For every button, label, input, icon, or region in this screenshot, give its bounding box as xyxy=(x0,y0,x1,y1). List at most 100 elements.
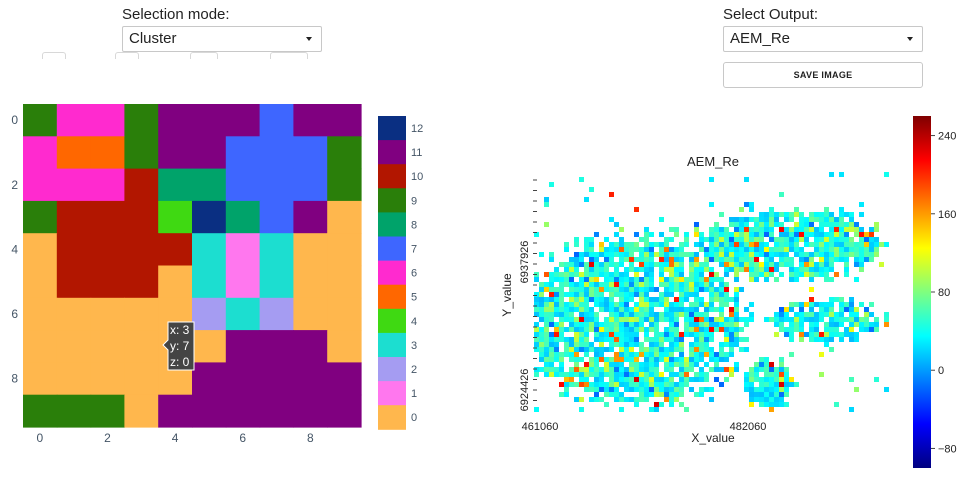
aem-cell[interactable] xyxy=(609,382,614,387)
aem-cell[interactable] xyxy=(594,257,599,262)
aem-cell[interactable] xyxy=(609,302,614,307)
aem-cell[interactable] xyxy=(574,327,579,332)
aem-cell[interactable] xyxy=(724,327,729,332)
aem-cell[interactable] xyxy=(634,267,639,272)
aem-cell[interactable] xyxy=(734,302,739,307)
aem-cell[interactable] xyxy=(634,282,639,287)
aem-cell[interactable] xyxy=(819,237,824,242)
aem-cell[interactable] xyxy=(554,287,559,292)
aem-cell[interactable] xyxy=(849,317,854,322)
aem-cell[interactable] xyxy=(719,347,724,352)
aem-cell[interactable] xyxy=(534,372,539,377)
aem-cell[interactable] xyxy=(644,302,649,307)
aem-cell[interactable] xyxy=(559,272,564,277)
aem-cell[interactable] xyxy=(729,317,734,322)
aem-cell[interactable] xyxy=(539,292,544,297)
aem-cell[interactable] xyxy=(739,222,744,227)
aem-cell[interactable] xyxy=(609,282,614,287)
aem-cell[interactable] xyxy=(884,312,889,317)
aem-cell[interactable] xyxy=(579,407,584,412)
heatmap-cell[interactable] xyxy=(90,362,125,396)
aem-cell[interactable] xyxy=(594,262,599,267)
aem-cell[interactable] xyxy=(644,227,649,232)
aem-cell[interactable] xyxy=(789,232,794,237)
aem-cell[interactable] xyxy=(679,272,684,277)
aem-cell[interactable] xyxy=(709,322,714,327)
aem-cell[interactable] xyxy=(644,282,649,287)
aem-cell[interactable] xyxy=(599,337,604,342)
aem-cell[interactable] xyxy=(669,342,674,347)
aem-cell[interactable] xyxy=(694,272,699,277)
aem-cell[interactable] xyxy=(659,277,664,282)
aem-cell[interactable] xyxy=(784,262,789,267)
aem-cell[interactable] xyxy=(644,312,649,317)
aem-cell[interactable] xyxy=(624,277,629,282)
aem-cell[interactable] xyxy=(634,302,639,307)
aem-cell[interactable] xyxy=(544,297,549,302)
aem-cell[interactable] xyxy=(779,387,784,392)
aem-cell[interactable] xyxy=(624,257,629,262)
aem-cell[interactable] xyxy=(659,247,664,252)
aem-cell[interactable] xyxy=(649,287,654,292)
aem-cell[interactable] xyxy=(569,292,574,297)
aem-cell[interactable] xyxy=(559,262,564,267)
aem-cell[interactable] xyxy=(749,207,754,212)
aem-cell[interactable] xyxy=(589,372,594,377)
aem-cell[interactable] xyxy=(844,247,849,252)
aem-cell[interactable] xyxy=(789,377,794,382)
aem-cell[interactable] xyxy=(664,247,669,252)
aem-cell[interactable] xyxy=(584,337,589,342)
aem-cell[interactable] xyxy=(684,232,689,237)
aem-cell[interactable] xyxy=(724,297,729,302)
aem-cell[interactable] xyxy=(544,307,549,312)
aem-cell[interactable] xyxy=(579,257,584,262)
aem-cell[interactable] xyxy=(689,277,694,282)
aem-cell[interactable] xyxy=(724,367,729,372)
aem-cell[interactable] xyxy=(674,397,679,402)
aem-cell[interactable] xyxy=(729,322,734,327)
aem-cell[interactable] xyxy=(774,277,779,282)
aem-cell[interactable] xyxy=(614,382,619,387)
aem-cell[interactable] xyxy=(874,222,879,227)
aem-cell[interactable] xyxy=(609,307,614,312)
aem-cell[interactable] xyxy=(699,367,704,372)
aem-cell[interactable] xyxy=(779,237,784,242)
aem-cell[interactable] xyxy=(629,337,634,342)
aem-cell[interactable] xyxy=(599,387,604,392)
aem-cell[interactable] xyxy=(579,317,584,322)
aem-cell[interactable] xyxy=(549,367,554,372)
aem-cell[interactable] xyxy=(554,337,559,342)
aem-cell[interactable] xyxy=(624,397,629,402)
aem-cell[interactable] xyxy=(659,402,664,407)
aem-cell[interactable] xyxy=(599,332,604,337)
aem-cell[interactable] xyxy=(669,252,674,257)
aem-cell[interactable] xyxy=(809,272,814,277)
aem-cell[interactable] xyxy=(694,287,699,292)
aem-cell[interactable] xyxy=(719,227,724,232)
aem-cell[interactable] xyxy=(724,322,729,327)
aem-cell[interactable] xyxy=(824,307,829,312)
heatmap-cell[interactable] xyxy=(192,330,227,363)
aem-cell[interactable] xyxy=(834,297,839,302)
aem-cell[interactable] xyxy=(674,267,679,272)
heatmap-cell[interactable] xyxy=(124,297,159,331)
aem-cell[interactable] xyxy=(659,302,664,307)
aem-cell[interactable] xyxy=(624,372,629,377)
aem-cell[interactable] xyxy=(594,357,599,362)
aem-cell[interactable] xyxy=(754,392,759,397)
aem-cell[interactable] xyxy=(564,382,569,387)
aem-cell[interactable] xyxy=(559,292,564,297)
aem-cell[interactable] xyxy=(809,307,814,312)
aem-cell[interactable] xyxy=(664,387,669,392)
aem-cell[interactable] xyxy=(614,362,619,367)
heatmap-cell[interactable] xyxy=(90,233,125,267)
aem-cell[interactable] xyxy=(854,317,859,322)
aem-cell[interactable] xyxy=(599,267,604,272)
aem-cell[interactable] xyxy=(684,307,689,312)
aem-cell[interactable] xyxy=(634,287,639,292)
aem-cell[interactable] xyxy=(559,382,564,387)
aem-cell[interactable] xyxy=(694,252,699,257)
aem-cell[interactable] xyxy=(869,312,874,317)
aem-cell[interactable] xyxy=(809,312,814,317)
aem-cell[interactable] xyxy=(624,352,629,357)
